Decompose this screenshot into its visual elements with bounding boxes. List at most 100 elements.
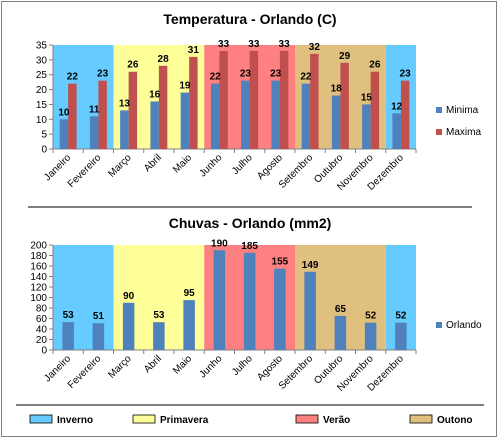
c2-data-label: 51 bbox=[93, 311, 105, 322]
c1-data-label: 10 bbox=[58, 107, 70, 118]
c1-bar-minima bbox=[120, 110, 129, 149]
rain-chart: Chuvas - Orlando (mm2) 02040608010012014… bbox=[30, 215, 482, 394]
c2-category-label: Maio bbox=[171, 353, 194, 376]
c2-data-label: 52 bbox=[365, 311, 377, 322]
season-legend-swatch-outono bbox=[409, 414, 433, 424]
c2-data-label: 95 bbox=[184, 288, 196, 299]
temperature-legend: Minima Maxima bbox=[436, 105, 481, 138]
c1-category-label: Junho bbox=[197, 152, 224, 179]
c1-data-label: 22 bbox=[67, 72, 79, 83]
c1-bar-minima bbox=[180, 92, 190, 149]
c2-data-label: 190 bbox=[211, 238, 228, 249]
c1-category-label: Março bbox=[106, 152, 134, 180]
c1-data-label: 29 bbox=[339, 51, 351, 62]
c1-bar-minima bbox=[301, 83, 311, 149]
c1-ytick-label: 25 bbox=[36, 70, 48, 81]
c1-data-label: 15 bbox=[361, 92, 373, 103]
c1-legend-swatch bbox=[436, 107, 442, 113]
c2-ytick-label: 120 bbox=[30, 283, 47, 294]
c2-bar-orlando bbox=[153, 322, 165, 350]
c2-data-label: 185 bbox=[241, 241, 258, 252]
c1-data-label: 13 bbox=[119, 98, 131, 109]
c1-bar-minima bbox=[59, 119, 69, 149]
season-legend-swatch-verao bbox=[295, 414, 319, 424]
c1-data-label: 22 bbox=[300, 72, 312, 83]
c2-bar-orlando bbox=[92, 323, 105, 350]
c1-ytick-label: 10 bbox=[36, 115, 48, 126]
c1-data-label: 32 bbox=[309, 42, 321, 53]
c2-category-label: Julho bbox=[230, 353, 255, 378]
c2-bar-orlando bbox=[243, 252, 256, 350]
c1-bar-maxima bbox=[340, 62, 349, 150]
c2-category-label: Abril bbox=[142, 353, 164, 375]
c1-ytick-label: 20 bbox=[36, 85, 48, 96]
c1-data-label: 33 bbox=[248, 39, 260, 50]
c2-data-label: 155 bbox=[272, 257, 289, 268]
c2-ytick-label: 140 bbox=[30, 272, 47, 283]
c2-ytick-label: 60 bbox=[36, 314, 48, 325]
c1-bar-maxima bbox=[370, 71, 380, 149]
c2-legend-label: Orlando bbox=[446, 320, 482, 331]
c2-category-label: Março bbox=[106, 353, 134, 381]
c1-data-label: 16 bbox=[149, 89, 161, 100]
c1-legend-label: Maxima bbox=[446, 127, 481, 138]
c2-category-label: Fevereiro bbox=[66, 353, 104, 391]
season-legend-label-inverno: Inverno bbox=[57, 415, 93, 426]
c2-ytick-label: 40 bbox=[36, 325, 48, 336]
c2-bar-orlando bbox=[364, 322, 377, 350]
c2-bar-orlando bbox=[304, 271, 316, 350]
c1-bar-maxima bbox=[310, 53, 319, 149]
c1-data-label: 31 bbox=[188, 45, 200, 56]
c2-bar-orlando bbox=[122, 302, 135, 350]
c2-bar-orlando bbox=[334, 315, 347, 350]
c2-ytick-label: 160 bbox=[30, 262, 47, 273]
c1-data-label: 33 bbox=[218, 39, 230, 50]
c1-category-label: Maio bbox=[171, 152, 194, 175]
c1-data-label: 23 bbox=[400, 69, 412, 80]
temperature-chart: Temperatura - Orlando (C) 0 5 10 15 20 25 30 35… bbox=[36, 11, 482, 193]
c1-data-label: 12 bbox=[391, 101, 403, 112]
c1-category-label: Fevereiro bbox=[66, 152, 104, 190]
temperature-data-labels: 10 11 13 16 19 22 23 23 22 18 15 12 22 23 26 28 31 33 33 33… bbox=[58, 39, 411, 118]
c2-data-label: 149 bbox=[302, 260, 319, 271]
c1-bar-maxima bbox=[158, 65, 168, 149]
c2-ytick-label: 80 bbox=[36, 304, 48, 315]
c1-legend-label: Minima bbox=[446, 105, 479, 116]
c1-bar-minima bbox=[362, 104, 371, 149]
rain-chart-title: Chuvas - Orlando (mm2) bbox=[169, 215, 332, 231]
c1-data-label: 18 bbox=[331, 84, 343, 95]
c1-data-label: 26 bbox=[127, 60, 139, 71]
c2-bar-orlando bbox=[274, 268, 286, 350]
c1-bar-minima bbox=[89, 116, 99, 149]
rain-season-bands bbox=[53, 245, 416, 350]
c2-data-label: 65 bbox=[335, 304, 347, 315]
temperature-chart-title: Temperatura - Orlando (C) bbox=[163, 11, 336, 27]
c1-bar-minima bbox=[210, 83, 220, 149]
c2-bar-orlando bbox=[183, 300, 195, 350]
c1-data-label: 28 bbox=[158, 54, 170, 65]
c2-bar-orlando bbox=[395, 322, 407, 350]
c2-ytick-label: 180 bbox=[30, 251, 47, 262]
rain-bars bbox=[62, 250, 407, 350]
c1-bar-minima bbox=[271, 80, 280, 149]
c2-band-0 bbox=[53, 245, 114, 350]
c1-data-label: 23 bbox=[97, 69, 109, 80]
c1-ytick-label: 30 bbox=[36, 55, 48, 66]
season-legend-swatch-primavera bbox=[132, 414, 156, 424]
c2-ytick-label: 100 bbox=[30, 293, 47, 304]
c2-bar-orlando bbox=[213, 250, 226, 350]
c1-data-label: 22 bbox=[210, 72, 222, 83]
c1-ytick-label: 15 bbox=[36, 100, 48, 111]
c2-legend-swatch bbox=[436, 322, 442, 328]
c2-ytick-label: 20 bbox=[36, 335, 48, 346]
c1-bar-minima bbox=[331, 95, 341, 149]
c2-bar-orlando bbox=[62, 322, 74, 350]
c1-ytick-label: 0 bbox=[41, 145, 47, 156]
c2-data-label: 53 bbox=[63, 310, 75, 321]
c1-bar-maxima bbox=[189, 56, 198, 150]
c1-bar-maxima bbox=[128, 71, 138, 149]
c1-bar-maxima bbox=[98, 80, 107, 149]
c1-bar-maxima bbox=[249, 50, 259, 149]
c1-data-label: 11 bbox=[89, 104, 100, 115]
